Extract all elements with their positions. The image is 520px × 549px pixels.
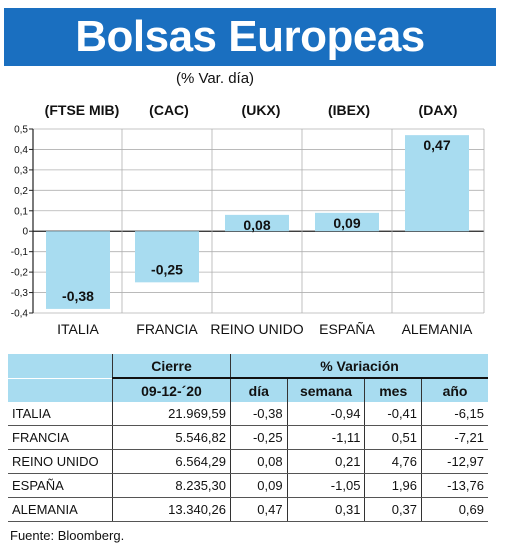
row-ano: -13,76	[421, 473, 488, 498]
x-category-label: ESPAÑA	[319, 321, 375, 337]
chart-subtitle: (% Var. día)	[175, 70, 255, 87]
code-label-alemania: (DAX)	[418, 102, 458, 118]
row-close: 5.546,82	[112, 425, 231, 450]
y-tick-label: -0,3	[11, 288, 29, 299]
table-header-date: 09-12-´20	[112, 377, 231, 402]
bar-francia	[135, 231, 199, 283]
table-header-variacion: % Variación	[230, 354, 488, 378]
code-label-francia: (CAC)	[149, 102, 189, 118]
code-label-espana: (IBEX)	[328, 102, 370, 118]
row-mes: 0,37	[364, 497, 422, 522]
data-table: Cierre % Variación 09-12-´20 día semana …	[8, 354, 488, 522]
row-dia: 0,09	[230, 473, 288, 498]
value-label: 0,08	[243, 217, 270, 233]
row-dia: 0,47	[230, 497, 288, 522]
row-ano: -6,15	[421, 402, 488, 426]
table-header-mes: mes	[364, 377, 422, 402]
x-category-label: REINO UNIDO	[210, 321, 303, 337]
data-table-wrap: Cierre % Variación 09-12-´20 día semana …	[8, 354, 488, 522]
row-semana: -1,05	[286, 473, 365, 498]
row-ano: -12,97	[421, 449, 488, 474]
row-name: FRANCIA	[8, 425, 113, 450]
y-tick-label: 0,5	[14, 125, 28, 136]
code-label-italia: (FTSE MIB)	[44, 102, 120, 118]
row-close: 13.340,26	[112, 497, 231, 522]
row-name: ESPAÑA	[8, 473, 113, 498]
row-semana: -1,11	[286, 425, 365, 450]
table-row: FRANCIA 5.546,82 -0,25 -1,11 0,51 -7,21	[8, 425, 488, 450]
x-category-label: ALEMANIA	[402, 321, 473, 337]
row-name: ITALIA	[8, 402, 113, 426]
row-dia: 0,08	[230, 449, 288, 474]
source-note: Fuente: Bloomberg.	[10, 528, 125, 543]
row-mes: 4,76	[364, 449, 422, 474]
row-close: 8.235,30	[112, 473, 231, 498]
row-mes: 1,96	[364, 473, 422, 498]
table-row: REINO UNIDO 6.564,29 0,08 0,21 4,76 -12,…	[8, 449, 488, 474]
table-header-cierre: Cierre	[112, 354, 231, 378]
table-header-blank	[8, 354, 113, 378]
bar-chart: 0,5 0,4 0,3 0,2 0,1 0 -0,1 -0,2 -0,3 -0,4 -0,38 ITA…	[11, 125, 485, 337]
y-tick-label: -0,2	[11, 268, 29, 279]
value-label: -0,25	[151, 261, 183, 277]
row-semana: 0,31	[286, 497, 365, 522]
table-row: ITALIA 21.969,59 -0,38 -0,94 -0,41 -6,15	[8, 402, 488, 426]
code-label-reino-unido: (UKX)	[241, 102, 281, 118]
table-header-ano: año	[421, 377, 488, 402]
y-tick-label: 0,1	[14, 206, 28, 217]
y-tick-label: 0,3	[14, 165, 28, 176]
row-name: ALEMANIA	[8, 497, 113, 522]
bar-alemania	[405, 135, 469, 232]
row-close: 21.969,59	[112, 402, 231, 426]
y-tick-label: 0,2	[14, 186, 28, 197]
row-mes: 0,51	[364, 425, 422, 450]
chart-title: Bolsas Europeas	[4, 8, 496, 66]
table-header-blank-2	[8, 377, 113, 402]
x-category-label: FRANCIA	[136, 321, 198, 337]
y-tick-label: 0	[22, 227, 28, 238]
value-label: -0,38	[62, 288, 94, 304]
row-close: 6.564,29	[112, 449, 231, 474]
table-row: ESPAÑA 8.235,30 0,09 -1,05 1,96 -13,76	[8, 473, 488, 498]
y-tick-label: -0,4	[11, 309, 29, 320]
row-ano: -7,21	[421, 425, 488, 450]
row-mes: -0,41	[364, 402, 422, 426]
y-tick-label: -0,1	[11, 247, 29, 258]
row-semana: 0,21	[286, 449, 365, 474]
value-label: 0,47	[423, 137, 450, 153]
bar-reino-unido	[225, 214, 289, 232]
y-tick-label: 0,4	[14, 145, 28, 156]
x-category-label: ITALIA	[57, 321, 99, 337]
row-name: REINO UNIDO	[8, 449, 113, 474]
table-header-dia: día	[230, 377, 288, 402]
table-header-semana: semana	[286, 377, 365, 402]
table-row: ALEMANIA 13.340,26 0,47 0,31 0,37 0,69	[8, 497, 488, 522]
bar-italia	[46, 231, 110, 309]
row-ano: 0,69	[421, 497, 488, 522]
bar-españa	[315, 212, 379, 232]
row-semana: -0,94	[286, 402, 365, 426]
row-dia: -0,25	[230, 425, 288, 450]
row-dia: -0,38	[230, 402, 288, 426]
value-label: 0,09	[333, 215, 360, 231]
